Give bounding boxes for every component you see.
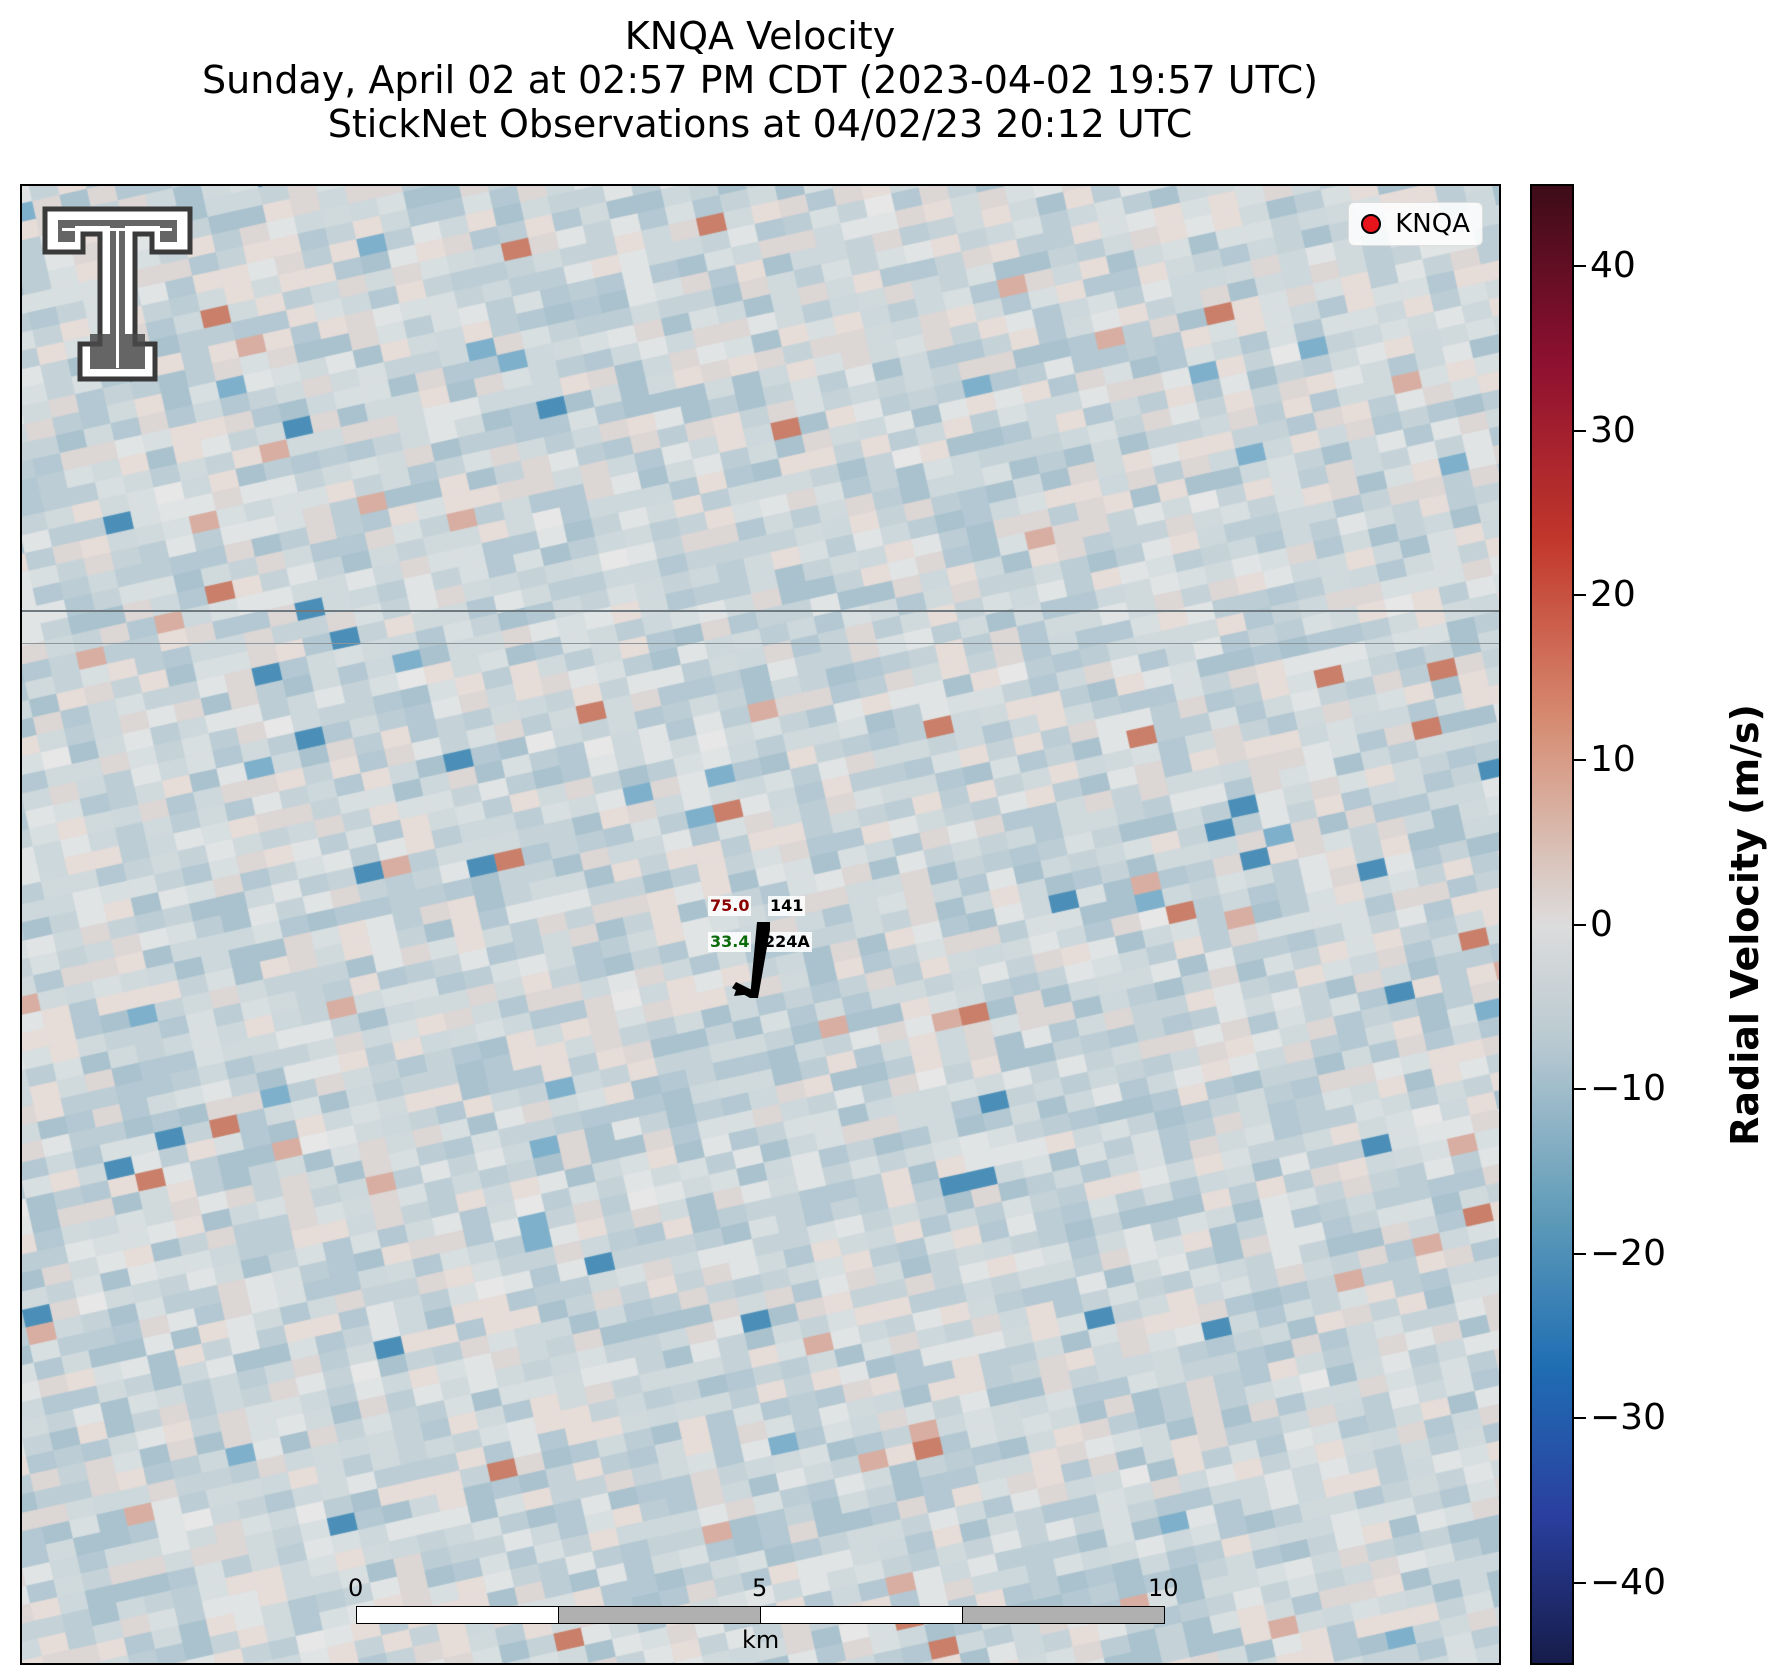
texas-tech-logo-icon [42,206,193,382]
scale-unit: km [742,1626,780,1654]
station-dewpoint: 33.4 [708,932,752,952]
scale-tick-10: 10 [1148,1574,1179,1602]
colorbar-tick-label: 40 [1590,245,1636,287]
colorbar-label: Radial Velocity (m/s) [1723,704,1767,1146]
colorbar-tick-mark [1574,758,1586,761]
road-line [22,643,1499,644]
station-temperature: 75.0 [708,896,752,916]
colorbar-tick-label: 20 [1590,574,1636,616]
colorbar-tick-mark [1574,429,1586,432]
map-title: KNQA Velocity [624,14,896,58]
map-legend: KNQA [1348,202,1483,246]
scale-seg-1 [356,1606,559,1624]
colorbar-tick-mark [1574,1252,1586,1255]
radar-site-marker-icon [1361,214,1382,234]
legend-label: KNQA [1395,209,1470,239]
colorbar-tick-label: 10 [1590,738,1636,780]
scale-tick-5: 5 [752,1574,768,1602]
colorbar [1530,184,1574,1665]
scale-tick-0: 0 [348,1574,364,1602]
map-subtitle-obs: StickNet Observations at 04/02/23 20:12 … [327,102,1193,146]
station-id-bottom: 224A [762,932,812,952]
map-subtitle-time: Sunday, April 02 at 02:57 PM CDT (2023-0… [202,58,1318,102]
colorbar-tick-mark [1574,1088,1586,1091]
radar-map[interactable]: KNQA 75.0 141 33.4 224A 0 5 10 km [20,184,1501,1665]
colorbar-tick-label: −40 [1590,1561,1666,1603]
boundary-line [22,610,1499,612]
colorbar-tick-mark [1574,1417,1586,1420]
colorbar-tick-label: 30 [1590,409,1636,451]
colorbar-tick-label: −20 [1590,1232,1666,1274]
scale-seg-4 [962,1606,1165,1624]
wind-barb-icon [732,922,770,998]
colorbar-tick-mark [1574,923,1586,926]
colorbar-tick-label: −10 [1590,1068,1666,1110]
colorbar-tick-label: −30 [1590,1397,1666,1439]
colorbar-tick-label: 0 [1590,903,1613,945]
scale-seg-2 [558,1606,761,1624]
colorbar-tick-mark [1574,594,1586,597]
station-id-top: 141 [768,896,806,916]
scale-seg-3 [760,1606,963,1624]
colorbar-tick-mark [1574,1581,1586,1584]
colorbar-tick-mark [1574,265,1586,268]
